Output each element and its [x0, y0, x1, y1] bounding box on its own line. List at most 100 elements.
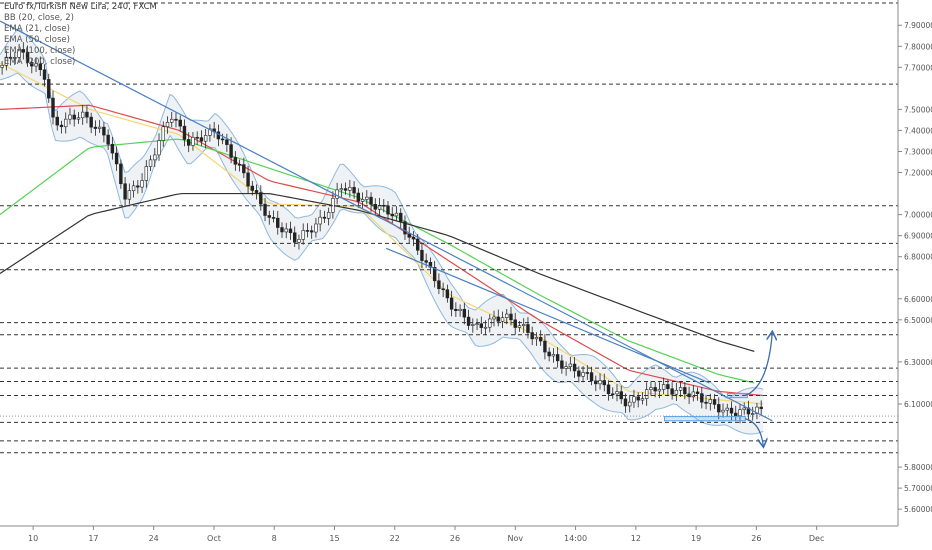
- candle-body: [382, 204, 386, 207]
- candle: [449, 290, 454, 317]
- candle-body: [674, 389, 679, 395]
- candle-body: [623, 398, 628, 407]
- candle: [644, 382, 649, 406]
- candle-body: [704, 401, 708, 404]
- candle: [326, 207, 331, 226]
- candle: [513, 312, 517, 335]
- candle: [500, 311, 505, 329]
- candle-body: [114, 152, 119, 165]
- candle-body: [725, 407, 729, 411]
- candle-body: [4, 56, 9, 66]
- candle: [458, 304, 462, 317]
- candle-body: [93, 126, 98, 129]
- candle: [250, 180, 255, 196]
- candle: [636, 392, 640, 408]
- x-tick-label: 26: [751, 534, 761, 543]
- y-tick-label: 5.60000: [904, 505, 932, 514]
- candle-body: [750, 413, 755, 415]
- candle-body: [348, 187, 352, 191]
- y-tick-label: 7.90000: [904, 21, 932, 30]
- candle-body: [644, 389, 649, 399]
- candle: [267, 210, 271, 225]
- candle: [755, 402, 759, 420]
- candle: [301, 223, 305, 245]
- candle-body: [458, 308, 462, 311]
- candle: [280, 222, 284, 238]
- candle-body: [653, 387, 657, 392]
- candle-body: [34, 63, 38, 67]
- y-tick-label: 6.30000: [904, 358, 932, 367]
- candle-body: [369, 196, 373, 205]
- candle-body: [547, 351, 551, 357]
- candle-body: [309, 230, 314, 233]
- candle: [191, 132, 195, 151]
- candle-body: [585, 372, 590, 374]
- y-tick-label: 6.90000: [904, 232, 932, 241]
- candle-body: [407, 233, 411, 238]
- candle: [85, 105, 89, 124]
- candle-body: [140, 180, 144, 188]
- candle-body: [530, 332, 534, 340]
- candle: [76, 112, 81, 124]
- x-tick-label: Dec: [809, 534, 824, 543]
- candle-body: [254, 190, 259, 193]
- candle: [352, 181, 356, 199]
- candle: [165, 116, 170, 134]
- candle-body: [123, 183, 127, 200]
- candle: [475, 318, 479, 331]
- y-tick-label: 5.70000: [904, 484, 932, 493]
- candle-body: [76, 117, 81, 120]
- candle-body: [555, 354, 560, 362]
- candle: [8, 49, 13, 66]
- candle: [140, 173, 144, 193]
- candle: [394, 206, 399, 221]
- candle: [462, 302, 467, 325]
- candle: [309, 225, 314, 239]
- x-tick-label: 12: [631, 534, 641, 543]
- y-tick-label: 6.60000: [904, 295, 932, 304]
- candle: [615, 384, 619, 402]
- candle-body: [568, 363, 573, 367]
- candle: [721, 403, 725, 418]
- candle-body: [144, 166, 148, 181]
- x-tick-label: 22: [390, 534, 400, 543]
- candle-body: [509, 313, 513, 321]
- x-tick-label: 14:00: [564, 534, 587, 543]
- candle-body: [318, 216, 322, 225]
- candle: [640, 392, 645, 405]
- candle-body: [615, 391, 619, 395]
- candle-body: [305, 230, 310, 232]
- candle: [369, 192, 373, 212]
- candle-body: [695, 391, 700, 394]
- candle-body: [678, 387, 683, 391]
- candle: [30, 58, 34, 74]
- candle: [13, 51, 17, 65]
- candle: [649, 381, 653, 396]
- candle-body: [602, 380, 606, 386]
- candle: [220, 133, 225, 145]
- candle: [123, 176, 127, 207]
- candle-body: [483, 326, 488, 329]
- candle: [534, 332, 539, 346]
- arrow-down: [745, 418, 763, 446]
- candle: [89, 112, 93, 134]
- ema200-line: [0, 192, 755, 352]
- candle-body: [195, 136, 199, 139]
- y-tick-label: 7.80000: [904, 42, 932, 51]
- candle: [589, 366, 594, 386]
- candle: [174, 112, 178, 128]
- candle-body: [0, 65, 4, 68]
- candle-body: [246, 172, 250, 187]
- y-tick-label: 7.00000: [904, 211, 932, 220]
- candle-body: [13, 57, 17, 59]
- candle: [93, 120, 98, 136]
- candle: [237, 159, 242, 172]
- candle: [594, 375, 598, 392]
- candle: [598, 373, 602, 390]
- candle-body: [734, 412, 738, 417]
- candle-body: [454, 308, 458, 311]
- candle: [343, 182, 348, 195]
- candle: [509, 306, 513, 326]
- candle-body: [572, 363, 577, 372]
